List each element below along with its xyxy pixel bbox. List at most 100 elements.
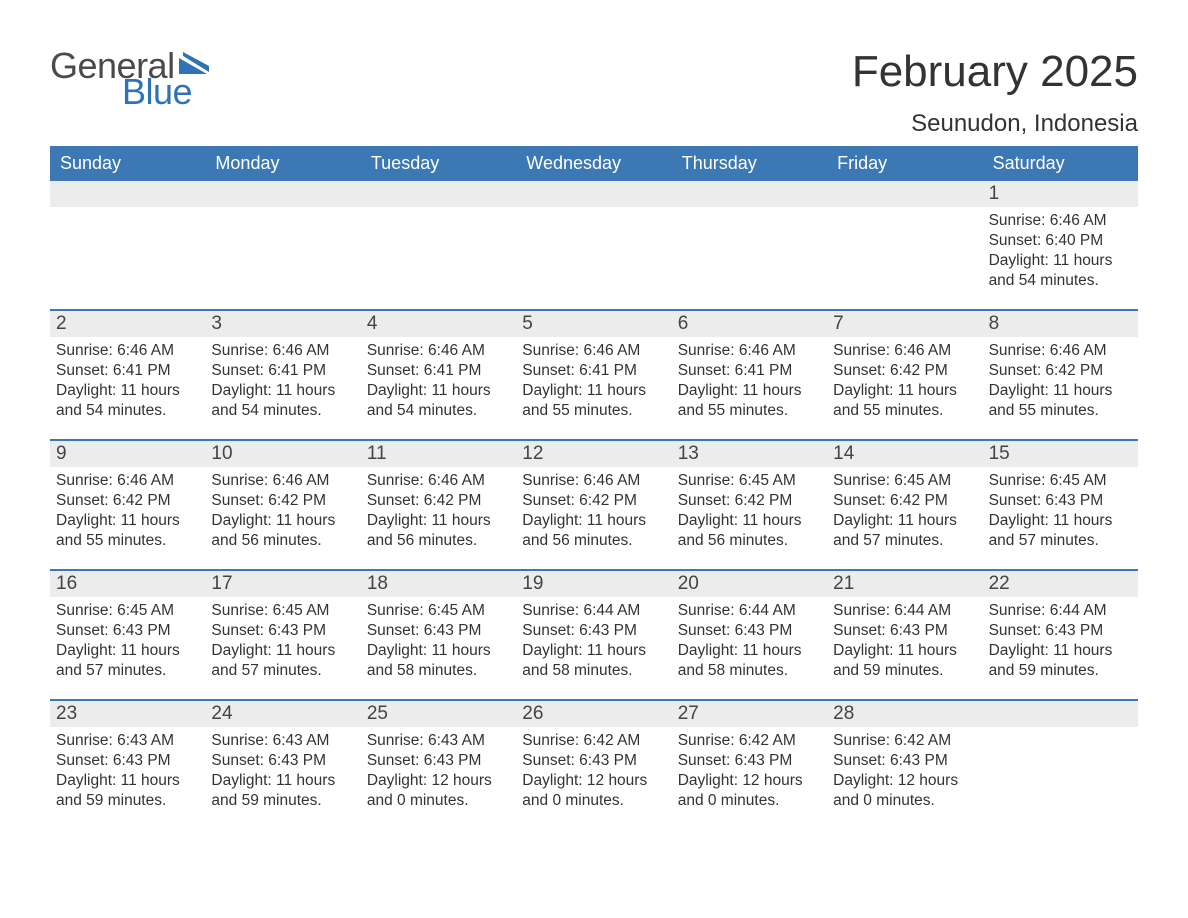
day-number: 10 [205, 441, 360, 467]
calendar-cell [827, 181, 982, 291]
sunrise-text: Sunrise: 6:44 AM [833, 601, 976, 621]
daylight-text: Daylight: 11 hours and 58 minutes. [367, 641, 510, 681]
daylight-text: Daylight: 11 hours and 56 minutes. [678, 511, 821, 551]
title-block: February 2025 Seunudon, Indonesia [852, 48, 1138, 138]
calendar-cell: 14Sunrise: 6:45 AMSunset: 6:42 PMDayligh… [827, 441, 982, 551]
day-details: Sunrise: 6:46 AMSunset: 6:42 PMDaylight:… [983, 337, 1138, 420]
sunset-text: Sunset: 6:42 PM [989, 361, 1132, 381]
calendar: Sunday Monday Tuesday Wednesday Thursday… [50, 146, 1138, 811]
calendar-cell: 12Sunrise: 6:46 AMSunset: 6:42 PMDayligh… [516, 441, 671, 551]
calendar-cell: 27Sunrise: 6:42 AMSunset: 6:43 PMDayligh… [672, 701, 827, 811]
day-number [205, 181, 360, 207]
daylight-text: Daylight: 11 hours and 59 minutes. [211, 771, 354, 811]
calendar-cell [361, 181, 516, 291]
day-number: 27 [672, 701, 827, 727]
calendar-week: 9Sunrise: 6:46 AMSunset: 6:42 PMDaylight… [50, 439, 1138, 551]
month-title: February 2025 [852, 48, 1138, 96]
weekday-label: Friday [827, 146, 982, 181]
daylight-text: Daylight: 11 hours and 58 minutes. [678, 641, 821, 681]
sunset-text: Sunset: 6:42 PM [56, 491, 199, 511]
sunrise-text: Sunrise: 6:44 AM [522, 601, 665, 621]
day-details: Sunrise: 6:45 AMSunset: 6:42 PMDaylight:… [672, 467, 827, 550]
calendar-cell [516, 181, 671, 291]
day-number: 7 [827, 311, 982, 337]
sunrise-text: Sunrise: 6:45 AM [367, 601, 510, 621]
calendar-cell: 7Sunrise: 6:46 AMSunset: 6:42 PMDaylight… [827, 311, 982, 421]
day-details: Sunrise: 6:46 AMSunset: 6:41 PMDaylight:… [50, 337, 205, 420]
sunrise-text: Sunrise: 6:45 AM [678, 471, 821, 491]
day-number: 23 [50, 701, 205, 727]
day-number [516, 181, 671, 207]
daylight-text: Daylight: 11 hours and 55 minutes. [678, 381, 821, 421]
day-number: 22 [983, 571, 1138, 597]
day-number: 25 [361, 701, 516, 727]
calendar-cell: 9Sunrise: 6:46 AMSunset: 6:42 PMDaylight… [50, 441, 205, 551]
day-details: Sunrise: 6:45 AMSunset: 6:42 PMDaylight:… [827, 467, 982, 550]
calendar-cell: 15Sunrise: 6:45 AMSunset: 6:43 PMDayligh… [983, 441, 1138, 551]
day-details: Sunrise: 6:42 AMSunset: 6:43 PMDaylight:… [516, 727, 671, 810]
day-number: 20 [672, 571, 827, 597]
logo: General Blue [50, 48, 211, 110]
day-number [983, 701, 1138, 727]
calendar-cell: 20Sunrise: 6:44 AMSunset: 6:43 PMDayligh… [672, 571, 827, 681]
daylight-text: Daylight: 11 hours and 59 minutes. [989, 641, 1132, 681]
daylight-text: Daylight: 11 hours and 56 minutes. [522, 511, 665, 551]
calendar-week: 16Sunrise: 6:45 AMSunset: 6:43 PMDayligh… [50, 569, 1138, 681]
day-number: 3 [205, 311, 360, 337]
calendar-cell: 8Sunrise: 6:46 AMSunset: 6:42 PMDaylight… [983, 311, 1138, 421]
sunrise-text: Sunrise: 6:43 AM [211, 731, 354, 751]
sunrise-text: Sunrise: 6:42 AM [522, 731, 665, 751]
header: General Blue February 2025 Seunudon, Ind… [50, 48, 1138, 138]
sunset-text: Sunset: 6:41 PM [56, 361, 199, 381]
day-number: 11 [361, 441, 516, 467]
sunset-text: Sunset: 6:43 PM [56, 621, 199, 641]
sunrise-text: Sunrise: 6:46 AM [367, 471, 510, 491]
day-number: 17 [205, 571, 360, 597]
sunrise-text: Sunrise: 6:46 AM [989, 211, 1132, 231]
calendar-cell: 4Sunrise: 6:46 AMSunset: 6:41 PMDaylight… [361, 311, 516, 421]
daylight-text: Daylight: 11 hours and 54 minutes. [989, 251, 1132, 291]
sunrise-text: Sunrise: 6:46 AM [56, 471, 199, 491]
day-number: 4 [361, 311, 516, 337]
sunrise-text: Sunrise: 6:46 AM [989, 341, 1132, 361]
daylight-text: Daylight: 11 hours and 55 minutes. [989, 381, 1132, 421]
sunrise-text: Sunrise: 6:44 AM [989, 601, 1132, 621]
calendar-cell: 5Sunrise: 6:46 AMSunset: 6:41 PMDaylight… [516, 311, 671, 421]
calendar-cell: 3Sunrise: 6:46 AMSunset: 6:41 PMDaylight… [205, 311, 360, 421]
calendar-cell: 13Sunrise: 6:45 AMSunset: 6:42 PMDayligh… [672, 441, 827, 551]
calendar-cell: 22Sunrise: 6:44 AMSunset: 6:43 PMDayligh… [983, 571, 1138, 681]
daylight-text: Daylight: 11 hours and 56 minutes. [367, 511, 510, 551]
sunrise-text: Sunrise: 6:46 AM [211, 341, 354, 361]
sunrise-text: Sunrise: 6:43 AM [56, 731, 199, 751]
calendar-cell: 2Sunrise: 6:46 AMSunset: 6:41 PMDaylight… [50, 311, 205, 421]
daylight-text: Daylight: 11 hours and 57 minutes. [211, 641, 354, 681]
sunrise-text: Sunrise: 6:42 AM [833, 731, 976, 751]
sunset-text: Sunset: 6:43 PM [56, 751, 199, 771]
calendar-cell: 1Sunrise: 6:46 AMSunset: 6:40 PMDaylight… [983, 181, 1138, 291]
sunrise-text: Sunrise: 6:45 AM [56, 601, 199, 621]
daylight-text: Daylight: 12 hours and 0 minutes. [522, 771, 665, 811]
sunrise-text: Sunrise: 6:46 AM [522, 341, 665, 361]
day-number: 8 [983, 311, 1138, 337]
day-number: 1 [983, 181, 1138, 207]
calendar-cell [672, 181, 827, 291]
sunrise-text: Sunrise: 6:45 AM [989, 471, 1132, 491]
day-details: Sunrise: 6:45 AMSunset: 6:43 PMDaylight:… [50, 597, 205, 680]
day-details: Sunrise: 6:46 AMSunset: 6:42 PMDaylight:… [205, 467, 360, 550]
day-details: Sunrise: 6:46 AMSunset: 6:42 PMDaylight:… [516, 467, 671, 550]
calendar-week: 2Sunrise: 6:46 AMSunset: 6:41 PMDaylight… [50, 309, 1138, 421]
day-details: Sunrise: 6:45 AMSunset: 6:43 PMDaylight:… [361, 597, 516, 680]
calendar-cell: 18Sunrise: 6:45 AMSunset: 6:43 PMDayligh… [361, 571, 516, 681]
day-number: 16 [50, 571, 205, 597]
calendar-cell [205, 181, 360, 291]
daylight-text: Daylight: 12 hours and 0 minutes. [833, 771, 976, 811]
day-details: Sunrise: 6:46 AMSunset: 6:41 PMDaylight:… [672, 337, 827, 420]
day-details: Sunrise: 6:44 AMSunset: 6:43 PMDaylight:… [672, 597, 827, 680]
sunset-text: Sunset: 6:41 PM [522, 361, 665, 381]
day-number: 28 [827, 701, 982, 727]
weekday-label: Monday [205, 146, 360, 181]
weekday-label: Saturday [983, 146, 1138, 181]
calendar-cell: 19Sunrise: 6:44 AMSunset: 6:43 PMDayligh… [516, 571, 671, 681]
day-details: Sunrise: 6:43 AMSunset: 6:43 PMDaylight:… [361, 727, 516, 810]
daylight-text: Daylight: 11 hours and 58 minutes. [522, 641, 665, 681]
